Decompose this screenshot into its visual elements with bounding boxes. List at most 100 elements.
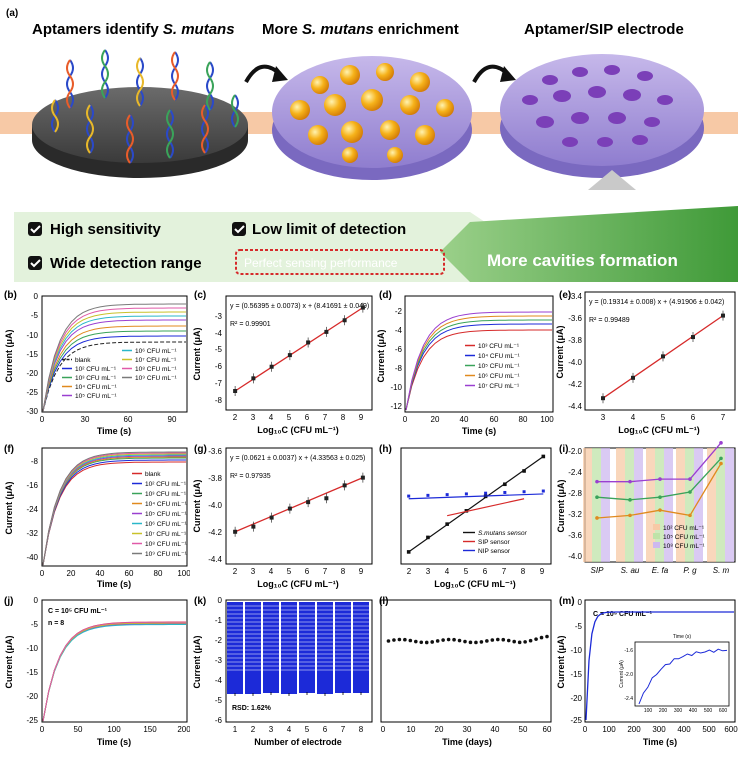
data-point [269, 364, 274, 369]
feature-high-sensitivity: High sensitivity [28, 221, 162, 238]
svg-text:-16: -16 [26, 481, 38, 490]
stability-point [403, 637, 407, 642]
svg-text:100: 100 [540, 415, 554, 424]
axes-frame-h [400, 447, 552, 565]
panel-d: (d) -2 -4 -6 -8 -10 -12 0 20 40 60 80 10… [375, 286, 555, 438]
svg-text:0: 0 [40, 415, 45, 424]
curve-j-curves-3 [42, 623, 186, 722]
calibration-plot-g [233, 472, 365, 537]
svg-text:6: 6 [323, 725, 328, 734]
svg-text:6: 6 [483, 567, 488, 576]
data-point [541, 454, 546, 459]
svg-text:60: 60 [124, 415, 133, 424]
ylabel-d: Current (μA) [376, 329, 386, 382]
svg-text:3: 3 [251, 413, 256, 422]
svg-text:0: 0 [403, 415, 408, 424]
svg-text:0: 0 [381, 725, 386, 734]
ylabel-i: Current (μA) [556, 479, 566, 532]
stability-point [517, 640, 522, 645]
background-bar [725, 448, 734, 562]
svg-text:-6: -6 [215, 716, 223, 725]
series-line-0 [408, 455, 544, 553]
legend-entry: 10⁶ CFU mL⁻¹ [145, 521, 187, 528]
legend-entry: 10² CFU mL⁻¹ [75, 366, 117, 373]
bacteria-enriched-plate [272, 56, 472, 180]
bar-electrode-5 [299, 602, 315, 693]
svg-text:-4.4: -4.4 [568, 402, 582, 411]
legend-entry: 10⁶ CFU mL⁻¹ [478, 373, 520, 380]
data-point [595, 495, 599, 500]
aptamer-helices [51, 49, 239, 164]
background-bar [655, 448, 664, 562]
panel-j: (j) C = 10⁵ CFU mL⁻¹ n = 8 0 -5 -10 -15 … [0, 592, 191, 752]
curve-j-curves-0 [42, 621, 186, 722]
nip-point [464, 492, 468, 496]
svg-text:-24: -24 [26, 505, 38, 514]
background-bar [625, 448, 634, 562]
svg-text:S. m: S. m [713, 566, 730, 575]
yticks-i: -2.0 -2.4 -2.8 -3.2 -3.6 -4.0 [568, 447, 582, 561]
svg-text:400: 400 [677, 725, 691, 734]
xticks-d: 0 20 40 60 80 100 [403, 415, 554, 424]
axes-frame-d [404, 295, 554, 413]
svg-text:500: 500 [704, 708, 713, 714]
cavities-label: More cavities formation [487, 251, 678, 270]
stability-point [463, 639, 467, 644]
panel-label-b: (b) [4, 290, 17, 301]
axes-frame-l [380, 599, 552, 723]
legend-entry: SIP sensor [478, 539, 511, 546]
series-line-2 [408, 493, 544, 500]
svg-text:6: 6 [305, 567, 310, 576]
svg-text:Low limit of detection: Low limit of detection [252, 221, 406, 238]
xticks-b: 0 30 60 90 [40, 415, 177, 424]
svg-text:90: 90 [168, 415, 177, 424]
svg-text:-2.4: -2.4 [624, 696, 633, 702]
svg-text:0: 0 [34, 292, 39, 301]
curve-f-curves-5 [42, 454, 186, 566]
legend-entry: 10⁷ CFU mL⁻¹ [478, 383, 520, 390]
panel-i: (i) -2.0 -2.4 -2.8 -3.2 -3.6 -4.0 SIP S.… [555, 440, 738, 590]
svg-text:Wide detection range: Wide detection range [50, 255, 202, 272]
axes-frame-g [225, 447, 373, 565]
svg-text:150: 150 [143, 725, 157, 734]
svg-text:Current (μA): Current (μA) [619, 660, 625, 688]
nip-point [407, 494, 411, 498]
svg-text:P. g: P. g [683, 566, 697, 575]
legend-entry: blank [145, 471, 161, 478]
xlabel-m: Time (s) [643, 737, 677, 747]
data-point [426, 535, 430, 540]
svg-text:-10: -10 [390, 383, 402, 392]
svg-text:-3.8: -3.8 [208, 474, 222, 483]
axes-frame-m [584, 599, 736, 723]
xticks-j: 0 50 100 150 200 [40, 725, 191, 734]
curve-f-curves-0 [42, 461, 186, 566]
legend-entry: 10⁵ CFU mL⁻¹ [663, 534, 705, 541]
legend-entry: NIP sensor [478, 548, 511, 555]
xticks-c: 2 3 4 5 6 7 8 9 [233, 413, 364, 422]
equation-c: y = (0.56395 ± 0.0073) x + (8.41691 ± 0.… [230, 303, 369, 310]
svg-text:200: 200 [659, 708, 668, 714]
stability-point [414, 639, 418, 644]
svg-text:100: 100 [177, 569, 190, 578]
data-point [360, 475, 365, 480]
svg-text:-15: -15 [570, 670, 582, 679]
panel-h: (h) 2 3 4 5 6 7 8 9 Log₁₀C (CFU mL⁻¹) S.… [375, 440, 555, 590]
svg-text:4: 4 [269, 413, 274, 422]
svg-text:8: 8 [341, 413, 346, 422]
fit-line [234, 477, 364, 533]
r2-c: R² = 0.99901 [230, 321, 271, 328]
svg-text:60: 60 [490, 415, 499, 424]
stability-point [506, 638, 511, 643]
svg-text:-4: -4 [215, 329, 223, 338]
ylabel-j: Current (μA) [4, 635, 14, 688]
calibration-plot-e [601, 310, 725, 404]
svg-text:-4: -4 [395, 326, 403, 335]
svg-text:-5: -5 [31, 620, 39, 629]
axes-frame-k [225, 599, 373, 723]
data-point [233, 389, 238, 393]
series-line-1 [447, 498, 525, 517]
svg-text:-3: -3 [215, 656, 223, 665]
data-point [406, 550, 411, 554]
svg-text:-5: -5 [215, 696, 223, 705]
sip-electrode-plate [500, 54, 704, 178]
